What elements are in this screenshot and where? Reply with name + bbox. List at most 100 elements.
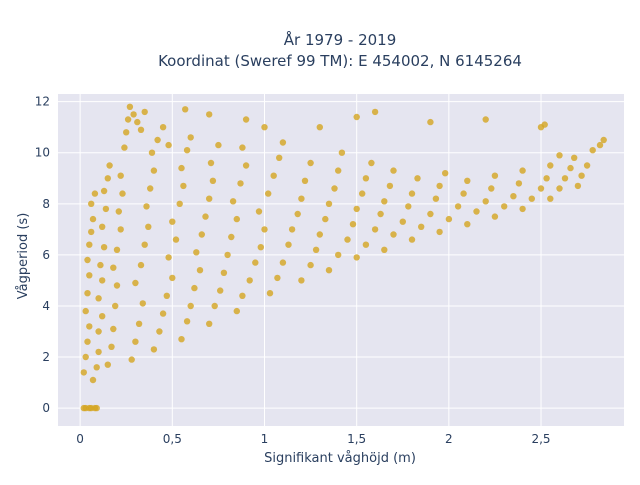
scatter-point <box>285 241 292 248</box>
scatter-point <box>156 328 163 335</box>
y-tick-label: 6 <box>42 248 50 262</box>
scatter-point <box>252 259 259 266</box>
scatter-point <box>556 185 563 192</box>
scatter-point <box>338 149 346 156</box>
scatter-point <box>368 159 375 167</box>
scatter-point <box>187 134 194 141</box>
scatter-point <box>390 231 397 238</box>
scatter-point <box>88 228 95 236</box>
scatter-point <box>154 136 161 144</box>
scatter-point <box>233 307 240 315</box>
scatter-point <box>89 376 97 384</box>
scatter-point <box>124 116 132 123</box>
scatter-point <box>135 320 143 327</box>
scatter-point <box>132 279 139 287</box>
y-tick-label: 4 <box>42 299 50 313</box>
x-axis-ticks: 0 0,5 1 1,5 2 2,5 <box>76 432 550 446</box>
scatter-point <box>106 162 113 169</box>
scatter-point <box>353 205 360 213</box>
scatter-point <box>123 129 130 136</box>
scatter-point <box>322 215 329 223</box>
scatter-point <box>335 251 342 259</box>
scatter-point <box>265 190 272 197</box>
scatter-point <box>150 167 158 174</box>
scatter-point <box>418 223 425 230</box>
scatter-point <box>110 264 117 271</box>
scatter-point <box>80 369 88 376</box>
scatter-point <box>353 113 360 121</box>
scatter-point <box>228 233 235 241</box>
scatter-point <box>589 147 596 154</box>
scatter-point <box>224 251 231 259</box>
scatter-point <box>99 277 106 284</box>
scatter-point <box>501 203 508 210</box>
x-axis-title: Signifikant våghöjd (m) <box>264 451 416 466</box>
scatter-point <box>159 310 167 317</box>
scatter-point <box>436 182 443 190</box>
scatter-point <box>561 175 569 182</box>
scatter-point <box>583 162 591 169</box>
scatter-point <box>371 226 379 233</box>
scatter-point <box>515 180 523 187</box>
scatter-point <box>488 185 495 192</box>
scatter-point <box>353 254 360 261</box>
scatter-point <box>93 404 100 412</box>
scatter-point <box>117 172 124 179</box>
x-tick-label: 0 <box>76 432 84 446</box>
scatter-point <box>172 236 180 243</box>
scatter-point <box>335 167 342 174</box>
scatter-point <box>86 272 93 279</box>
scatter-point <box>132 338 139 345</box>
scatter-point <box>600 136 607 144</box>
scatter-point <box>191 284 198 292</box>
scatter-point <box>202 213 209 220</box>
scatter-point <box>288 226 296 233</box>
scatter-point <box>137 126 145 133</box>
plot-area <box>58 94 624 426</box>
scatter-point <box>183 147 191 154</box>
scatter-point <box>325 267 333 274</box>
scatter-point <box>139 300 146 307</box>
scatter-point <box>119 190 126 197</box>
scatter-point <box>117 226 124 233</box>
scatter-point <box>519 205 526 213</box>
y-tick-label: 12 <box>35 95 50 109</box>
scatter-point <box>279 139 287 146</box>
scatter-point <box>84 256 91 264</box>
scatter-point <box>84 338 91 345</box>
scatter-point <box>574 182 582 190</box>
scatter-point <box>187 302 194 310</box>
scatter-point <box>89 215 97 223</box>
scatter-point <box>145 223 152 230</box>
scatter-point <box>233 215 240 223</box>
scatter-point <box>279 259 287 266</box>
scatter-point <box>100 244 108 251</box>
scatter-point <box>246 277 253 284</box>
scatter-point <box>220 269 228 276</box>
scatter-point <box>141 241 148 248</box>
scatter-point <box>432 195 440 202</box>
scatter-point <box>143 203 150 210</box>
scatter-point <box>261 124 268 131</box>
scatter-point <box>331 185 338 192</box>
scatter-point <box>104 361 112 368</box>
scatter-point <box>482 116 489 123</box>
scatter-point <box>270 172 277 179</box>
scatter-point <box>115 208 123 215</box>
scatter-point <box>301 177 309 184</box>
scatter-point <box>528 195 535 202</box>
scatter-point <box>176 200 183 207</box>
scatter-point <box>381 246 388 253</box>
scatter-point <box>82 307 89 315</box>
x-tick-label: 1,5 <box>347 432 366 446</box>
x-tick-label: 2,5 <box>531 432 550 446</box>
scatter-point <box>266 290 274 297</box>
scatter-point <box>578 172 585 179</box>
scatter-point <box>209 177 217 184</box>
scatter-point <box>237 180 244 187</box>
scatter-point <box>482 198 489 205</box>
scatter-point <box>460 190 467 197</box>
scatter-point <box>408 236 416 243</box>
scatter-point <box>255 208 263 215</box>
